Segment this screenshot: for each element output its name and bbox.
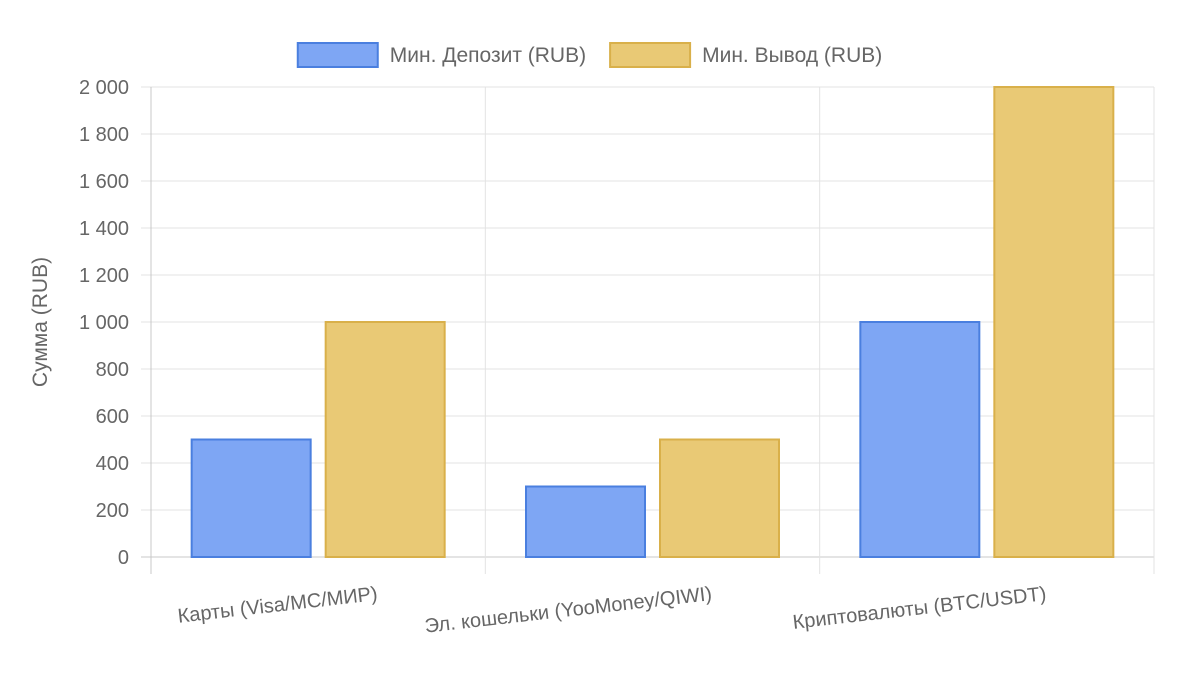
x-axis-ticks: Карты (Visa/MC/МИР) Эл. кошельки (YooMone… <box>177 583 1048 638</box>
x-tick-label: Карты (Visa/MC/МИР) <box>177 583 379 628</box>
bar[interactable] <box>659 438 780 558</box>
y-tick-label: 1 800 <box>79 124 129 146</box>
bar[interactable] <box>993 86 1115 558</box>
legend-label: Мин. Вывод (RUB) <box>702 44 882 67</box>
bar[interactable] <box>525 485 646 558</box>
y-tick-label: 400 <box>96 453 129 475</box>
legend-item[interactable]: Мин. Депозит (RUB) <box>296 42 586 68</box>
bars <box>190 86 1115 558</box>
bar[interactable] <box>324 321 446 558</box>
x-tick-label: Эл. кошельки (YooMoney/QIWI) <box>424 583 714 638</box>
y-tick-label: 200 <box>96 500 129 522</box>
y-tick-label: 1 200 <box>79 265 129 287</box>
legend-item[interactable]: Мин. Вывод (RUB) <box>609 42 882 68</box>
legend-label: Мин. Депозит (RUB) <box>390 44 586 67</box>
legend-swatch <box>609 42 692 68</box>
y-tick-label: 800 <box>96 359 129 381</box>
y-tick-label: 1 600 <box>79 171 129 193</box>
y-axis-title: Сумма (RUB) <box>29 257 52 387</box>
y-tick-label: 0 <box>118 547 129 569</box>
legend-swatch <box>296 42 379 68</box>
legend[interactable]: Мин. Депозит (RUB) Мин. Вывод (RUB) <box>296 42 882 68</box>
y-tick-label: 1 000 <box>79 312 129 334</box>
y-tick-label: 600 <box>96 406 129 428</box>
x-tick-label: Криптовалюты (BTC/USDT) <box>792 583 1048 634</box>
bar[interactable] <box>190 438 312 558</box>
y-axis-ticks: 2 000 1 800 1 600 1 400 1 200 1 000 800 600 400 2… <box>79 77 129 569</box>
y-tick-label: 2 000 <box>79 77 129 99</box>
y-tick-label: 1 400 <box>79 218 129 240</box>
bar[interactable] <box>859 321 981 558</box>
